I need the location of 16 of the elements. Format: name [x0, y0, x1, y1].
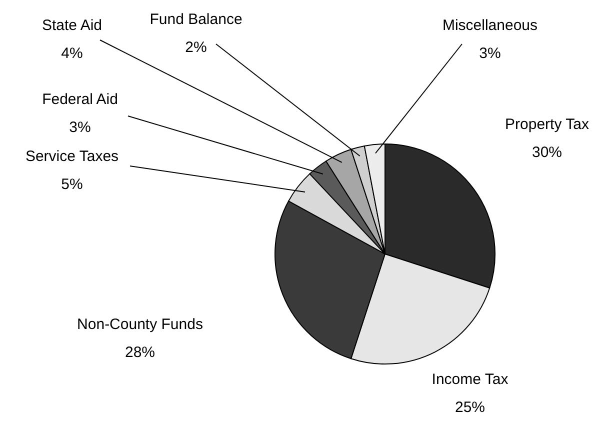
data-label: 30%	[532, 144, 562, 161]
slice-label: Federal Aid	[42, 91, 118, 108]
data-label: 3%	[479, 45, 501, 62]
slice-label: Service Taxes	[25, 148, 119, 165]
slice-label: Income Tax	[432, 371, 509, 388]
data-label: 3%	[69, 119, 91, 136]
data-label: 4%	[61, 45, 83, 62]
slice-label: Non-County Funds	[77, 316, 203, 333]
slice-label: Fund Balance	[150, 11, 242, 28]
data-label: 2%	[185, 39, 207, 56]
data-label: 28%	[124, 344, 156, 361]
slice-label: Property Tax	[505, 116, 590, 133]
data-label: 25%	[454, 399, 486, 416]
data-label: 5%	[61, 176, 83, 193]
slice-label: State Aid	[42, 17, 102, 34]
slice-label: Miscellaneous	[442, 17, 538, 34]
